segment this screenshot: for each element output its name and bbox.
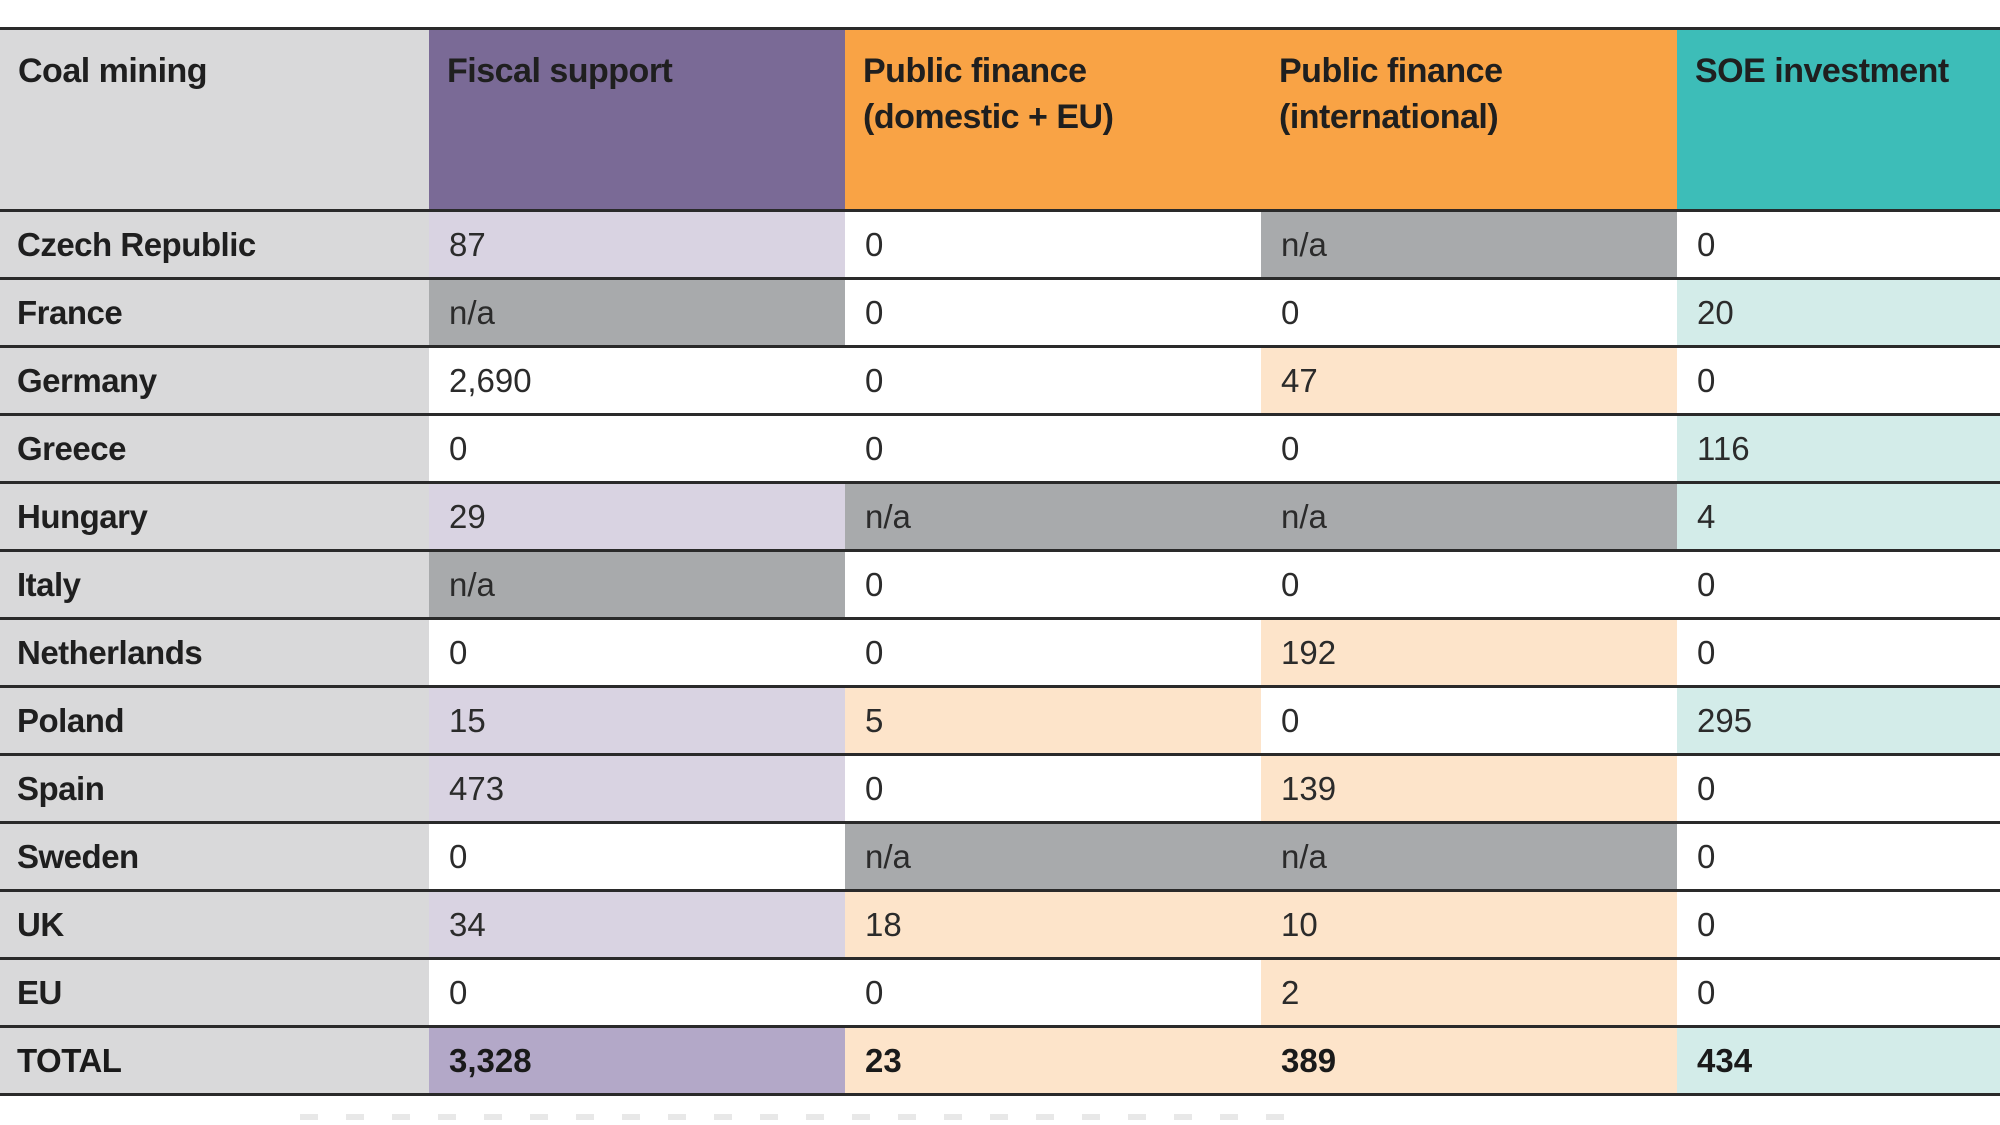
cell-fiscal-support: 15 bbox=[429, 686, 845, 756]
cell-soe-investment: 0 bbox=[1677, 210, 2000, 280]
cell-public-finance-international: 192 bbox=[1261, 618, 1677, 688]
cell-public-finance-international: 47 bbox=[1261, 346, 1677, 416]
total-label: TOTAL bbox=[0, 1026, 429, 1096]
cell-soe-investment: 0 bbox=[1677, 346, 2000, 416]
cell-public-finance-domestic: 0 bbox=[845, 618, 1261, 688]
cell-soe-investment: 4 bbox=[1677, 482, 2000, 552]
cell-soe-investment: 295 bbox=[1677, 686, 2000, 756]
table-body: Czech Republic 87 0 n/a 0 France n/a 0 0 20 German… bbox=[0, 210, 2000, 1096]
row-label: Poland bbox=[0, 686, 429, 756]
table-row: Sweden 0 n/a n/a 0 bbox=[0, 822, 2000, 892]
cell-public-finance-international: 0 bbox=[1261, 278, 1677, 348]
header-soe-investment: SOE investment bbox=[1677, 27, 2000, 212]
header-row: Coal mining Fiscal support Public financ… bbox=[0, 27, 2000, 212]
cell-public-finance-domestic: 5 bbox=[845, 686, 1261, 756]
cell-soe-investment: 116 bbox=[1677, 414, 2000, 484]
cell-fiscal-support: 0 bbox=[429, 958, 845, 1028]
row-label: Germany bbox=[0, 346, 429, 416]
cell-public-finance-domestic: 0 bbox=[845, 278, 1261, 348]
table-row: Italy n/a 0 0 0 bbox=[0, 550, 2000, 620]
row-label: Sweden bbox=[0, 822, 429, 892]
table-row: Netherlands 0 0 192 0 bbox=[0, 618, 2000, 688]
cell-fiscal-support: 2,690 bbox=[429, 346, 845, 416]
cell-fiscal-support: 473 bbox=[429, 754, 845, 824]
cell-fiscal-support: 29 bbox=[429, 482, 845, 552]
row-label: Hungary bbox=[0, 482, 429, 552]
row-label: Italy bbox=[0, 550, 429, 620]
cell-public-finance-international: 2 bbox=[1261, 958, 1677, 1028]
cell-public-finance-domestic: 0 bbox=[845, 414, 1261, 484]
cell-public-finance-international: 10 bbox=[1261, 890, 1677, 960]
table-row: Spain 473 0 139 0 bbox=[0, 754, 2000, 824]
row-label: Greece bbox=[0, 414, 429, 484]
cell-fiscal-support: 0 bbox=[429, 822, 845, 892]
cell-fiscal-support: 0 bbox=[429, 618, 845, 688]
cell-soe-investment: 20 bbox=[1677, 278, 2000, 348]
total-row: TOTAL 3,328 23 389 434 bbox=[0, 1026, 2000, 1096]
cell-public-finance-domestic: 0 bbox=[845, 958, 1261, 1028]
coal-mining-table: Coal mining Fiscal support Public financ… bbox=[0, 27, 2000, 1096]
row-label: Netherlands bbox=[0, 618, 429, 688]
cell-fiscal-support: n/a bbox=[429, 550, 845, 620]
cell-public-finance-international: 0 bbox=[1261, 414, 1677, 484]
cell-public-finance-domestic: 0 bbox=[845, 550, 1261, 620]
cell-public-finance-domestic: 18 bbox=[845, 890, 1261, 960]
cell-soe-investment: 0 bbox=[1677, 822, 2000, 892]
cell-public-finance-international: n/a bbox=[1261, 482, 1677, 552]
cell-soe-investment: 0 bbox=[1677, 618, 2000, 688]
cell-public-finance-international: 0 bbox=[1261, 686, 1677, 756]
cell-fiscal-support: n/a bbox=[429, 278, 845, 348]
header-fiscal-support: Fiscal support bbox=[429, 27, 845, 212]
cropped-footnote-text bbox=[300, 1114, 1300, 1120]
cell-public-finance-domestic: n/a bbox=[845, 822, 1261, 892]
cell-public-finance-domestic: 0 bbox=[845, 346, 1261, 416]
table-row: Czech Republic 87 0 n/a 0 bbox=[0, 210, 2000, 280]
coal-mining-table-container: Coal mining Fiscal support Public financ… bbox=[0, 27, 2000, 1096]
row-label: UK bbox=[0, 890, 429, 960]
cell-public-finance-international: n/a bbox=[1261, 822, 1677, 892]
row-label: Czech Republic bbox=[0, 210, 429, 280]
cell-public-finance-international: 0 bbox=[1261, 550, 1677, 620]
table-row: EU 0 0 2 0 bbox=[0, 958, 2000, 1028]
cell-soe-investment: 0 bbox=[1677, 754, 2000, 824]
table-row: Germany 2,690 0 47 0 bbox=[0, 346, 2000, 416]
cell-fiscal-support: 0 bbox=[429, 414, 845, 484]
header-public-finance-domestic: Public finance (domestic + EU) bbox=[845, 27, 1261, 212]
cell-soe-investment: 0 bbox=[1677, 550, 2000, 620]
cell-soe-investment: 0 bbox=[1677, 890, 2000, 960]
row-label: Spain bbox=[0, 754, 429, 824]
cell-public-finance-international: 389 bbox=[1261, 1026, 1677, 1096]
cell-soe-investment: 434 bbox=[1677, 1026, 2000, 1096]
header-coal-mining: Coal mining bbox=[0, 27, 429, 212]
cell-public-finance-domestic: n/a bbox=[845, 482, 1261, 552]
table-row: Greece 0 0 0 116 bbox=[0, 414, 2000, 484]
table-row: UK 34 18 10 0 bbox=[0, 890, 2000, 960]
cell-fiscal-support: 34 bbox=[429, 890, 845, 960]
table-row: Hungary 29 n/a n/a 4 bbox=[0, 482, 2000, 552]
cell-public-finance-international: 139 bbox=[1261, 754, 1677, 824]
cell-fiscal-support: 87 bbox=[429, 210, 845, 280]
cell-public-finance-domestic: 0 bbox=[845, 210, 1261, 280]
cell-soe-investment: 0 bbox=[1677, 958, 2000, 1028]
row-label: EU bbox=[0, 958, 429, 1028]
cell-fiscal-support: 3,328 bbox=[429, 1026, 845, 1096]
table-row: France n/a 0 0 20 bbox=[0, 278, 2000, 348]
table-row: Poland 15 5 0 295 bbox=[0, 686, 2000, 756]
header-public-finance-international: Public finance (international) bbox=[1261, 27, 1677, 212]
cell-public-finance-domestic: 0 bbox=[845, 754, 1261, 824]
cell-public-finance-international: n/a bbox=[1261, 210, 1677, 280]
cell-public-finance-domestic: 23 bbox=[845, 1026, 1261, 1096]
row-label: France bbox=[0, 278, 429, 348]
